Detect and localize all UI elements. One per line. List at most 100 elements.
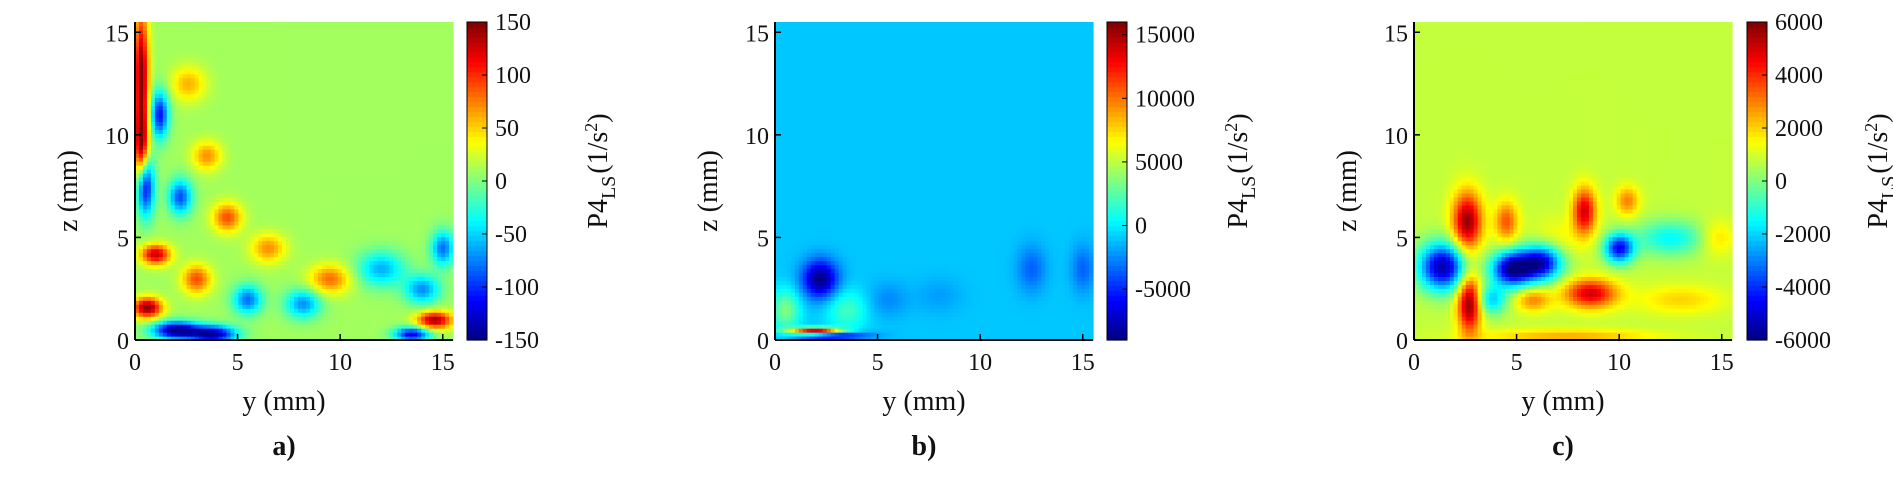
heatmap-cell (329, 22, 335, 27)
heatmap-cell (186, 304, 192, 309)
heatmap-cell (313, 81, 319, 87)
heatmap-cell (135, 292, 140, 297)
heatmap-cell (186, 97, 192, 103)
heatmap-cell (174, 153, 180, 158)
heatmap-cell (186, 204, 192, 210)
heatmap-cell (198, 268, 204, 274)
heatmap-cell (258, 125, 263, 130)
heatmap-cell (246, 280, 251, 285)
heatmap-cell (337, 57, 343, 63)
heatmap-cell (238, 204, 243, 210)
heatmap-cell (286, 33, 291, 39)
heatmap-cell (198, 276, 204, 281)
heatmap-cell (286, 256, 291, 262)
heatmap-cell (349, 101, 355, 107)
heatmap-cell (238, 149, 243, 154)
heatmap-cell (158, 184, 164, 190)
heatmap-cell (317, 280, 323, 285)
heatmap-cell (198, 308, 204, 313)
heatmap-cell (361, 81, 367, 87)
heatmap-cell (146, 276, 152, 281)
heatmap-cell (377, 37, 383, 43)
heatmap-cell (154, 125, 160, 130)
heatmap-cell (182, 93, 188, 99)
heatmap-cell (135, 169, 140, 174)
heatmap-cell (357, 224, 363, 230)
heatmap-cell (365, 312, 371, 317)
heatmap-cell (198, 252, 204, 258)
heatmap-cell (329, 165, 335, 170)
heatmap-cell (313, 22, 319, 27)
heatmap-cell (186, 105, 192, 111)
heatmap-cell (369, 45, 375, 51)
heatmap-cell (238, 145, 243, 150)
heatmap-cell (297, 296, 303, 301)
heatmap-cell (266, 316, 271, 321)
heatmap-cell (138, 145, 144, 150)
heatmap-cell (345, 336, 351, 341)
heatmap-cell (230, 292, 235, 297)
heatmap-cell (138, 192, 144, 198)
heatmap-cell (222, 228, 228, 234)
heatmap-cell (138, 200, 144, 206)
heatmap-cell (254, 260, 259, 266)
heatmap-cell (294, 264, 299, 270)
heatmap-cell (373, 161, 379, 166)
heatmap-cell (190, 109, 196, 115)
heatmap-cell (361, 157, 367, 162)
heatmap-cell (297, 145, 303, 150)
heatmap-cell (170, 105, 176, 111)
heatmap-cell (361, 73, 367, 79)
heatmap-cell (337, 93, 343, 99)
heatmap-cell (349, 25, 355, 31)
heatmap-cell (202, 332, 208, 337)
heatmap-cell (274, 328, 279, 333)
heatmap-cell (214, 260, 220, 266)
heatmap-cell (162, 177, 168, 182)
heatmap-cell (226, 25, 232, 31)
heatmap-cell (278, 117, 283, 122)
heatmap-cell (357, 312, 363, 317)
heatmap-cell (218, 256, 224, 262)
heatmap-cell (142, 65, 148, 71)
heatmap-cell (262, 41, 267, 47)
heatmap-cell (329, 292, 335, 297)
heatmap-cell (349, 109, 355, 115)
heatmap-cell (182, 276, 188, 281)
heatmap-cell (365, 77, 371, 83)
heatmap-cell (166, 188, 172, 194)
heatmap-cell (146, 312, 152, 317)
heatmap-cell (142, 280, 148, 285)
heatmap-cell (238, 93, 243, 99)
heatmap-cell (266, 328, 271, 333)
heatmap-cell (282, 248, 287, 254)
heatmap-cell (282, 204, 287, 210)
heatmap-cell (309, 300, 315, 305)
heatmap-cell (194, 105, 200, 111)
heatmap-cell (178, 37, 184, 43)
heatmap-cell (142, 29, 148, 35)
heatmap-cell (250, 216, 255, 222)
heatmap-cell (353, 192, 359, 198)
heatmap-cell (170, 184, 176, 190)
heatmap-cell (238, 33, 243, 39)
heatmap-cell (226, 256, 232, 262)
heatmap-cell (361, 109, 367, 115)
heatmap-cell (373, 252, 379, 258)
heatmap-cell (154, 49, 160, 55)
heatmap-cell (301, 228, 307, 234)
heatmap-cell (313, 316, 319, 321)
heatmap-cell (238, 220, 243, 226)
heatmap-cell (166, 272, 172, 278)
heatmap-cell (206, 232, 212, 238)
heatmap-cell (297, 97, 303, 103)
heatmap-cell (270, 200, 275, 206)
heatmap-cell (309, 65, 315, 71)
heatmap-cell (274, 204, 279, 210)
heatmap-cell (202, 57, 208, 63)
heatmap-cell (254, 264, 259, 270)
heatmap-cell (194, 85, 200, 91)
heatmap-cell (325, 173, 331, 178)
heatmap-cell (246, 268, 251, 274)
heatmap-cell (142, 300, 148, 305)
